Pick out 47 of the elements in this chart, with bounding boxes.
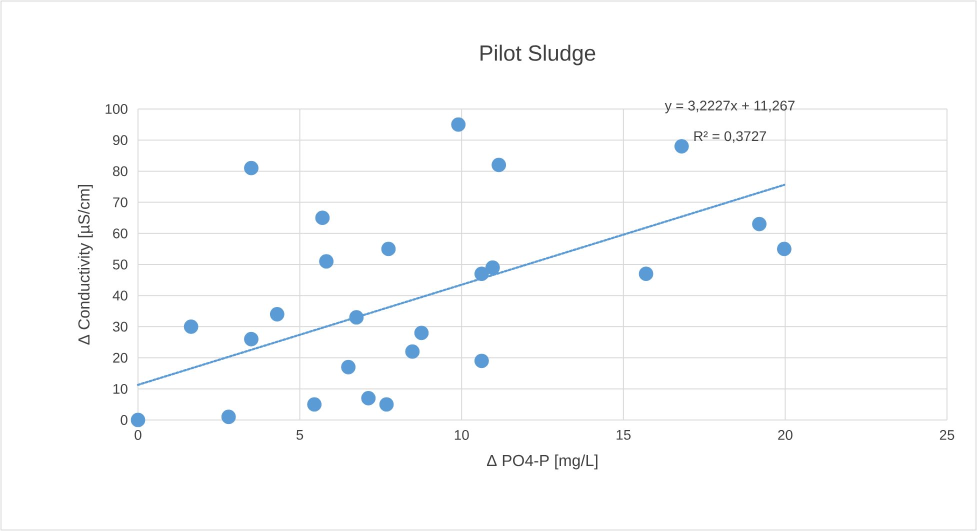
y-tick-label: 80 <box>113 166 128 176</box>
point <box>270 307 284 322</box>
x-tick-label: 20 <box>778 430 792 440</box>
y-tick-label: 90 <box>113 135 128 146</box>
point <box>379 397 394 412</box>
y-tick-label: 70 <box>113 197 128 208</box>
x-tick-label: 10 <box>454 430 469 440</box>
y-tick-label: 10 <box>113 384 128 394</box>
y-tick-label: 20 <box>113 352 128 363</box>
point <box>307 397 322 412</box>
point <box>485 260 500 275</box>
y-tick-label: 100 <box>106 104 128 114</box>
point <box>130 412 146 428</box>
point <box>474 266 489 282</box>
y-tick-label: 60 <box>113 228 128 238</box>
point <box>405 344 420 359</box>
point <box>315 210 330 226</box>
y-tick-label: 0 <box>120 415 128 425</box>
point <box>319 254 334 269</box>
y-tick-label: 40 <box>112 290 128 301</box>
x-axis-title: Δ PO4-P [mg/L] <box>486 454 598 470</box>
point <box>414 326 429 340</box>
point <box>492 158 506 172</box>
point <box>381 242 396 256</box>
y-tick-label: 30 <box>112 322 128 332</box>
x-tick-label: 15 <box>616 430 631 440</box>
x-tick-label: 5 <box>296 430 304 440</box>
point <box>752 216 767 232</box>
point <box>361 391 376 406</box>
annotation: R² = 0,3727 <box>694 131 766 143</box>
y-tick-label: 50 <box>112 260 128 270</box>
point <box>474 354 489 368</box>
x-tick-label: 0 <box>134 430 142 440</box>
point <box>221 410 236 424</box>
point <box>777 242 792 256</box>
point <box>451 117 466 132</box>
point <box>638 266 654 282</box>
annotation: y = 3,2227x + 11,267 <box>664 100 795 114</box>
point <box>341 360 356 374</box>
y-axis-title: Δ Conductivity [µS/cm] <box>78 185 93 345</box>
point <box>674 139 689 154</box>
x-tick-label: 25 <box>940 430 954 440</box>
point <box>349 310 364 325</box>
point <box>244 160 258 176</box>
point <box>184 319 198 334</box>
chart-title: Pilot Sludge <box>480 44 596 66</box>
point <box>244 332 258 346</box>
